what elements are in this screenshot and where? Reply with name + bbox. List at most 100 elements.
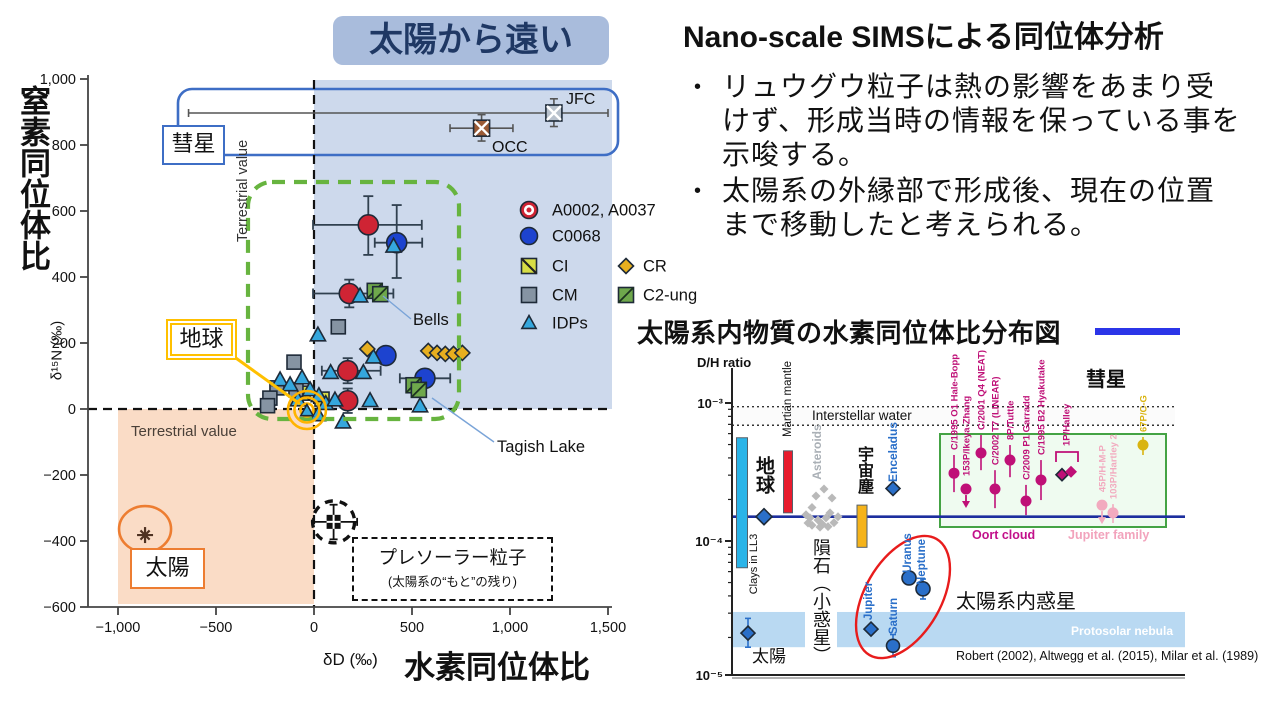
comet-label-box: 彗星	[162, 125, 225, 165]
bullet-list: リュウグウ粒子は熱の影響をあまり受けず、形成当時の情報を保っている事を示唆する。…	[690, 70, 1242, 244]
enceladus-label: Enceladus	[886, 421, 900, 483]
clays-in-ll3-label: Clays in LL3	[748, 533, 760, 595]
scatter-point-c2-ung	[372, 286, 389, 303]
left-x-axis-unit: δD (‰)	[323, 650, 378, 669]
comet-outline-box	[176, 87, 620, 157]
scatter-point-idps	[293, 368, 311, 385]
bullet-item: 太陽系の外縁部で形成後、現在の位置まで移動したと考えられる。	[690, 174, 1242, 242]
legend-marker-C0068	[519, 226, 539, 246]
sun-asterisk	[139, 529, 151, 541]
bells-label: Bells	[413, 311, 449, 329]
comet-point	[1096, 499, 1108, 511]
y-tick-label: 600	[52, 204, 76, 220]
left-x-axis-title: 水素同位体比	[404, 650, 590, 685]
tagish-lake-label: Tagish Lake	[497, 438, 585, 456]
title-underline-accent	[1095, 328, 1180, 335]
x-tick-label: 1,000	[492, 620, 528, 636]
legend-label: CR	[643, 258, 667, 276]
scatter-point-cm	[330, 319, 347, 335]
saturn-label: Saturn	[888, 597, 900, 635]
asteroid-point	[823, 522, 833, 532]
scatter-point-cr	[453, 344, 472, 362]
x-tick-label: 1,500	[590, 620, 626, 636]
point-uranus	[901, 570, 917, 586]
meteorite-label: 隕石（小惑星）	[811, 538, 831, 664]
asteroid-point	[827, 493, 837, 503]
earth-bar-label: 地球	[753, 456, 774, 494]
earth-rings	[286, 389, 328, 431]
protosolar-nebula-label: Protosolar nebula	[1070, 624, 1173, 638]
comet-region-label: 彗星	[1086, 369, 1126, 391]
asteroid-point	[815, 522, 825, 532]
right-chart-title: 太陽系内物質の水素同位体比分布図	[637, 318, 1062, 348]
scatter-point-ryugu-a0002-a0037	[357, 214, 380, 236]
earth-rings	[293, 396, 321, 424]
scatter-point-c2-ung	[410, 381, 427, 398]
legend-label: C0068	[552, 228, 601, 246]
inner-planets-label: 太陽系内惑星	[956, 591, 1076, 613]
point-jupiter	[862, 620, 880, 638]
comet-name-label: C/1995 O1 Hale-Bopp	[950, 354, 961, 450]
scatter-point-idps	[411, 396, 429, 413]
bar-martian-mantle	[783, 450, 793, 514]
presolar-sublabel: (太陽系の“もと”の残り)	[388, 575, 517, 589]
martian-mantle-label: Martian mantle	[782, 360, 794, 438]
right-y-tick-label: 10⁻⁴	[695, 534, 723, 549]
comet-name-label: 45P/H-M-P	[1098, 444, 1109, 492]
comet-name-label: C/1995 B2 Hyakutake	[1037, 359, 1048, 455]
scatter-point-ryugu-a0002-a0037	[336, 389, 359, 412]
scatter-point-cm	[259, 397, 276, 414]
comet-point	[948, 467, 960, 479]
asteroid-point	[825, 508, 835, 518]
dh-ratio-label: D/H ratio	[697, 355, 752, 370]
legend-marker-A0002, A0037	[523, 204, 535, 216]
legend-label: A0002, A0037	[552, 202, 656, 220]
comet-point	[1107, 507, 1119, 519]
comet-marker-occ	[473, 120, 490, 137]
legend-marker-C2-ung	[617, 286, 635, 304]
y-tick-label: −400	[43, 534, 76, 550]
x-tick-label: 500	[400, 620, 424, 636]
legend-marker-IDPs	[520, 313, 538, 330]
y-tick-label: 800	[52, 138, 76, 154]
presolar-label: プレソーラー粒子	[378, 547, 527, 568]
comet-name-label: 8P/Tuttle	[1006, 401, 1017, 440]
uranus-label: Uranus	[902, 533, 914, 573]
y-tick-label: 1,000	[40, 72, 76, 88]
scatter-point-idps	[308, 325, 327, 342]
scatter-point-cm	[286, 354, 302, 370]
scatter-point-idps	[384, 236, 403, 253]
x-tick-label: 0	[310, 620, 318, 636]
comet-point	[960, 483, 972, 495]
scatter-point-idps	[361, 391, 380, 408]
legend-marker-CR	[617, 257, 635, 275]
comet-point	[1137, 439, 1149, 451]
legend-label: C2-ung	[643, 287, 697, 305]
asteroid-point	[833, 512, 843, 522]
scatter-point-cr	[358, 340, 376, 358]
ryugu-group-dashed-box	[245, 179, 462, 422]
comet-point	[1035, 474, 1047, 486]
tagish-leader-line	[431, 397, 495, 443]
asteroid-point	[805, 513, 815, 523]
interstellar-band	[732, 406, 1175, 426]
point-sun	[739, 624, 757, 642]
terrestrial-value-vertical: Terrestrial value	[235, 139, 251, 243]
comet-name-label: 153P/Ikeya-Zhang	[962, 396, 973, 476]
scatter-point-idps	[326, 390, 344, 407]
bar-earth-clays	[736, 437, 748, 569]
oort-cloud-label: Oort cloud	[972, 528, 1036, 542]
x-tick-label: −1,000	[96, 620, 141, 636]
y-tick-label: 400	[52, 270, 76, 286]
sun-label-box: 太陽	[130, 548, 205, 589]
legend-label: IDPs	[552, 315, 588, 333]
y-tick-label: −600	[43, 600, 76, 616]
right-y-tick-label: 10⁻³	[697, 396, 723, 411]
left-y-axis-unit: δ¹⁵N (‰)	[48, 320, 66, 381]
comet-point	[1020, 495, 1032, 507]
terrestrial-value-horizontal: Terrestrial value	[131, 423, 237, 440]
jfc-label: JFC	[566, 91, 595, 108]
far-from-sun-badge: 太陽から遠い	[333, 16, 609, 65]
comet-name-label: 103P/Hartley 2	[1109, 434, 1120, 499]
